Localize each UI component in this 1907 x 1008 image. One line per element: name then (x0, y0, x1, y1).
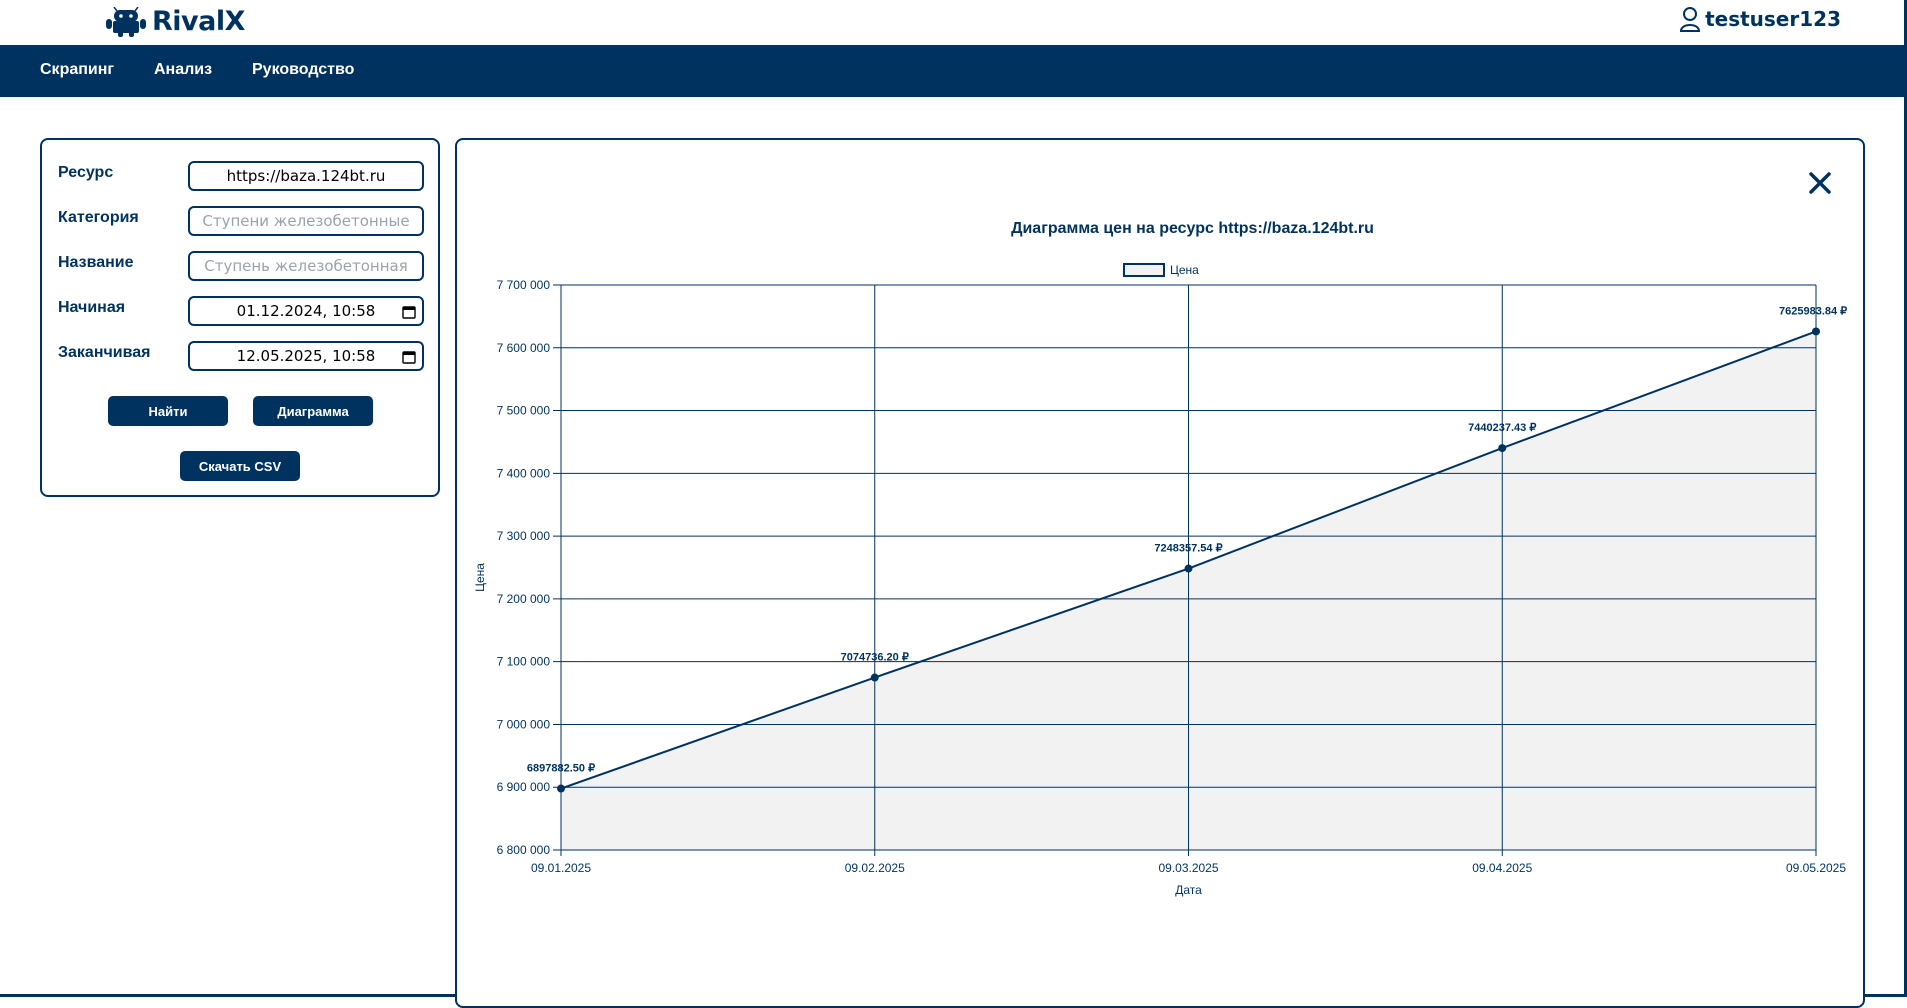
data-label: 6897882.50 ₽ (527, 763, 595, 775)
resource-field[interactable] (188, 161, 424, 191)
brand-name: RivalX (152, 6, 245, 37)
data-point (870, 673, 879, 682)
category-field[interactable] (188, 206, 424, 236)
data-point (557, 784, 565, 793)
user-icon (1680, 7, 1701, 32)
y-axis-title: Цена (473, 563, 487, 592)
chart-title: Диаграмма цен на ресурс https://baza.124… (1011, 220, 1374, 237)
name-label: Название (58, 254, 134, 271)
start-date-label: Начиная (58, 299, 126, 316)
username: testuser123 (1705, 7, 1841, 31)
chart-button[interactable]: Диаграмма (253, 396, 373, 426)
end-date-label: Заканчивая (58, 344, 151, 361)
y-tick-label: 7 500 000 (497, 404, 551, 418)
price-chart: Диаграмма цен на ресурс https://baza.124… (473, 220, 1847, 897)
resource-label: Ресурс (58, 164, 114, 181)
end-date-field[interactable]: 12.05.2025, 10:58 (188, 341, 424, 371)
y-tick-label: 7 400 000 (497, 466, 551, 480)
y-tick-label: 6 800 000 (497, 843, 551, 857)
start-date-field[interactable]: 01.12.2024, 10:58 (188, 296, 424, 326)
chart-modal: Диаграмма цен на ресурс https://baza.124… (455, 138, 1865, 1008)
nav-item-analysis[interactable]: Анализ (154, 61, 213, 78)
y-tick-label: 7 700 000 (497, 278, 551, 292)
end-date-value: 12.05.2025, 10:58 (236, 347, 376, 365)
user-menu[interactable]: testuser123 (1679, 6, 1841, 32)
y-tick-label: 7 200 000 (497, 592, 551, 606)
x-tick-label: 09.02.2025 (845, 861, 905, 875)
calendar-icon[interactable] (402, 305, 416, 319)
start-date-value: 01.12.2024, 10:58 (236, 302, 376, 320)
close-icon[interactable] (1807, 170, 1833, 196)
y-tick-label: 7 100 000 (497, 655, 551, 669)
calendar-icon[interactable] (402, 350, 416, 364)
android-robot-icon (106, 6, 146, 37)
find-button[interactable]: Найти (108, 396, 228, 426)
nav-item-guide[interactable]: Руководство (252, 61, 355, 78)
data-point (1498, 444, 1507, 453)
data-label: 7074736.20 ₽ (841, 652, 909, 664)
data-point (1184, 564, 1193, 573)
main-nav: Скрапинг Анализ Руководство (0, 45, 1907, 97)
x-tick-label: 09.01.2025 (531, 861, 591, 875)
download-csv-button[interactable]: Скачать CSV (180, 451, 300, 481)
x-tick-label: 09.05.2025 (1786, 861, 1846, 875)
top-header: RivalX testuser123 (0, 0, 1907, 45)
right-border (1904, 0, 1907, 997)
x-tick-label: 09.03.2025 (1158, 861, 1218, 875)
legend-swatch (1123, 263, 1165, 277)
data-label: 7248357.54 ₽ (1154, 543, 1222, 555)
y-tick-label: 7 300 000 (497, 529, 551, 543)
y-tick-label: 6 900 000 (497, 780, 551, 794)
y-tick-label: 7 600 000 (497, 341, 551, 355)
data-label: 7625983.84 ₽ (1779, 305, 1847, 317)
data-point (1812, 327, 1820, 336)
y-tick-label: 7 000 000 (497, 717, 551, 731)
x-axis-title: Дата (1175, 883, 1202, 897)
brand-logo[interactable]: RivalX (104, 6, 245, 37)
category-label: Категория (58, 209, 139, 226)
search-form-panel: Ресурс Категория Название Начиная 01.12.… (40, 138, 440, 497)
x-tick-label: 09.04.2025 (1472, 861, 1532, 875)
legend-label: Цена (1170, 263, 1199, 277)
nav-item-scraping[interactable]: Скрапинг (40, 61, 115, 78)
name-field[interactable] (188, 251, 424, 281)
data-label: 7440237.43 ₽ (1468, 422, 1536, 434)
